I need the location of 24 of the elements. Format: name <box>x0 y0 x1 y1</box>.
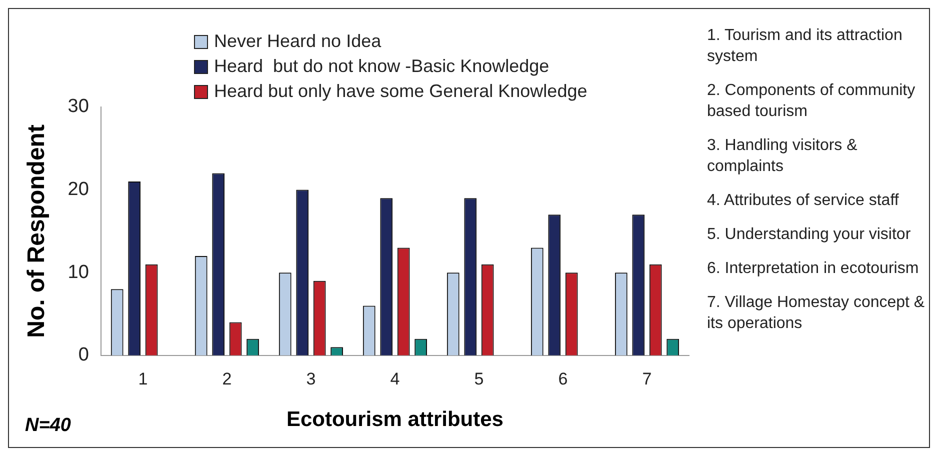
x-tick-label: 2 <box>222 369 232 388</box>
text: 3. Handling visitors & complaints <box>707 136 858 177</box>
x-tick-label: 1 <box>138 369 148 388</box>
text: 2. Components of community based tourism <box>707 81 916 122</box>
legend-label: Never Heard no Idea <box>214 30 382 53</box>
x-tick-label: 5 <box>474 369 484 388</box>
x-tick-label: 4 <box>390 369 400 388</box>
text: 4. Attributes of service staff <box>707 191 900 211</box>
text: 1. Tourism and its attraction system <box>707 26 904 67</box>
y-tick-label: 0 <box>78 344 89 366</box>
legend-label: Heard but only have some General Knowledge <box>214 80 588 103</box>
y-tick-label: 20 <box>68 179 89 200</box>
text: 7. Village Homestay concept & its operations <box>707 293 926 334</box>
x-tick-label: 3 <box>306 369 316 388</box>
text: 6. Interpretation in ecotourism <box>707 259 920 279</box>
legend-label: Heard but do not know -Basic Knowledge <box>214 55 550 78</box>
y-tick-label: 10 <box>68 262 89 283</box>
text: 5. Understanding your visitor <box>707 225 912 245</box>
text: N=40 <box>25 415 71 437</box>
x-tick-label: 7 <box>642 369 652 388</box>
x-tick-label: 6 <box>558 369 568 388</box>
y-axis-title: No. of Respondent <box>23 124 50 338</box>
x-axis-title: Ecotourism attributes <box>286 408 504 432</box>
y-tick-label: 30 <box>68 96 89 118</box>
